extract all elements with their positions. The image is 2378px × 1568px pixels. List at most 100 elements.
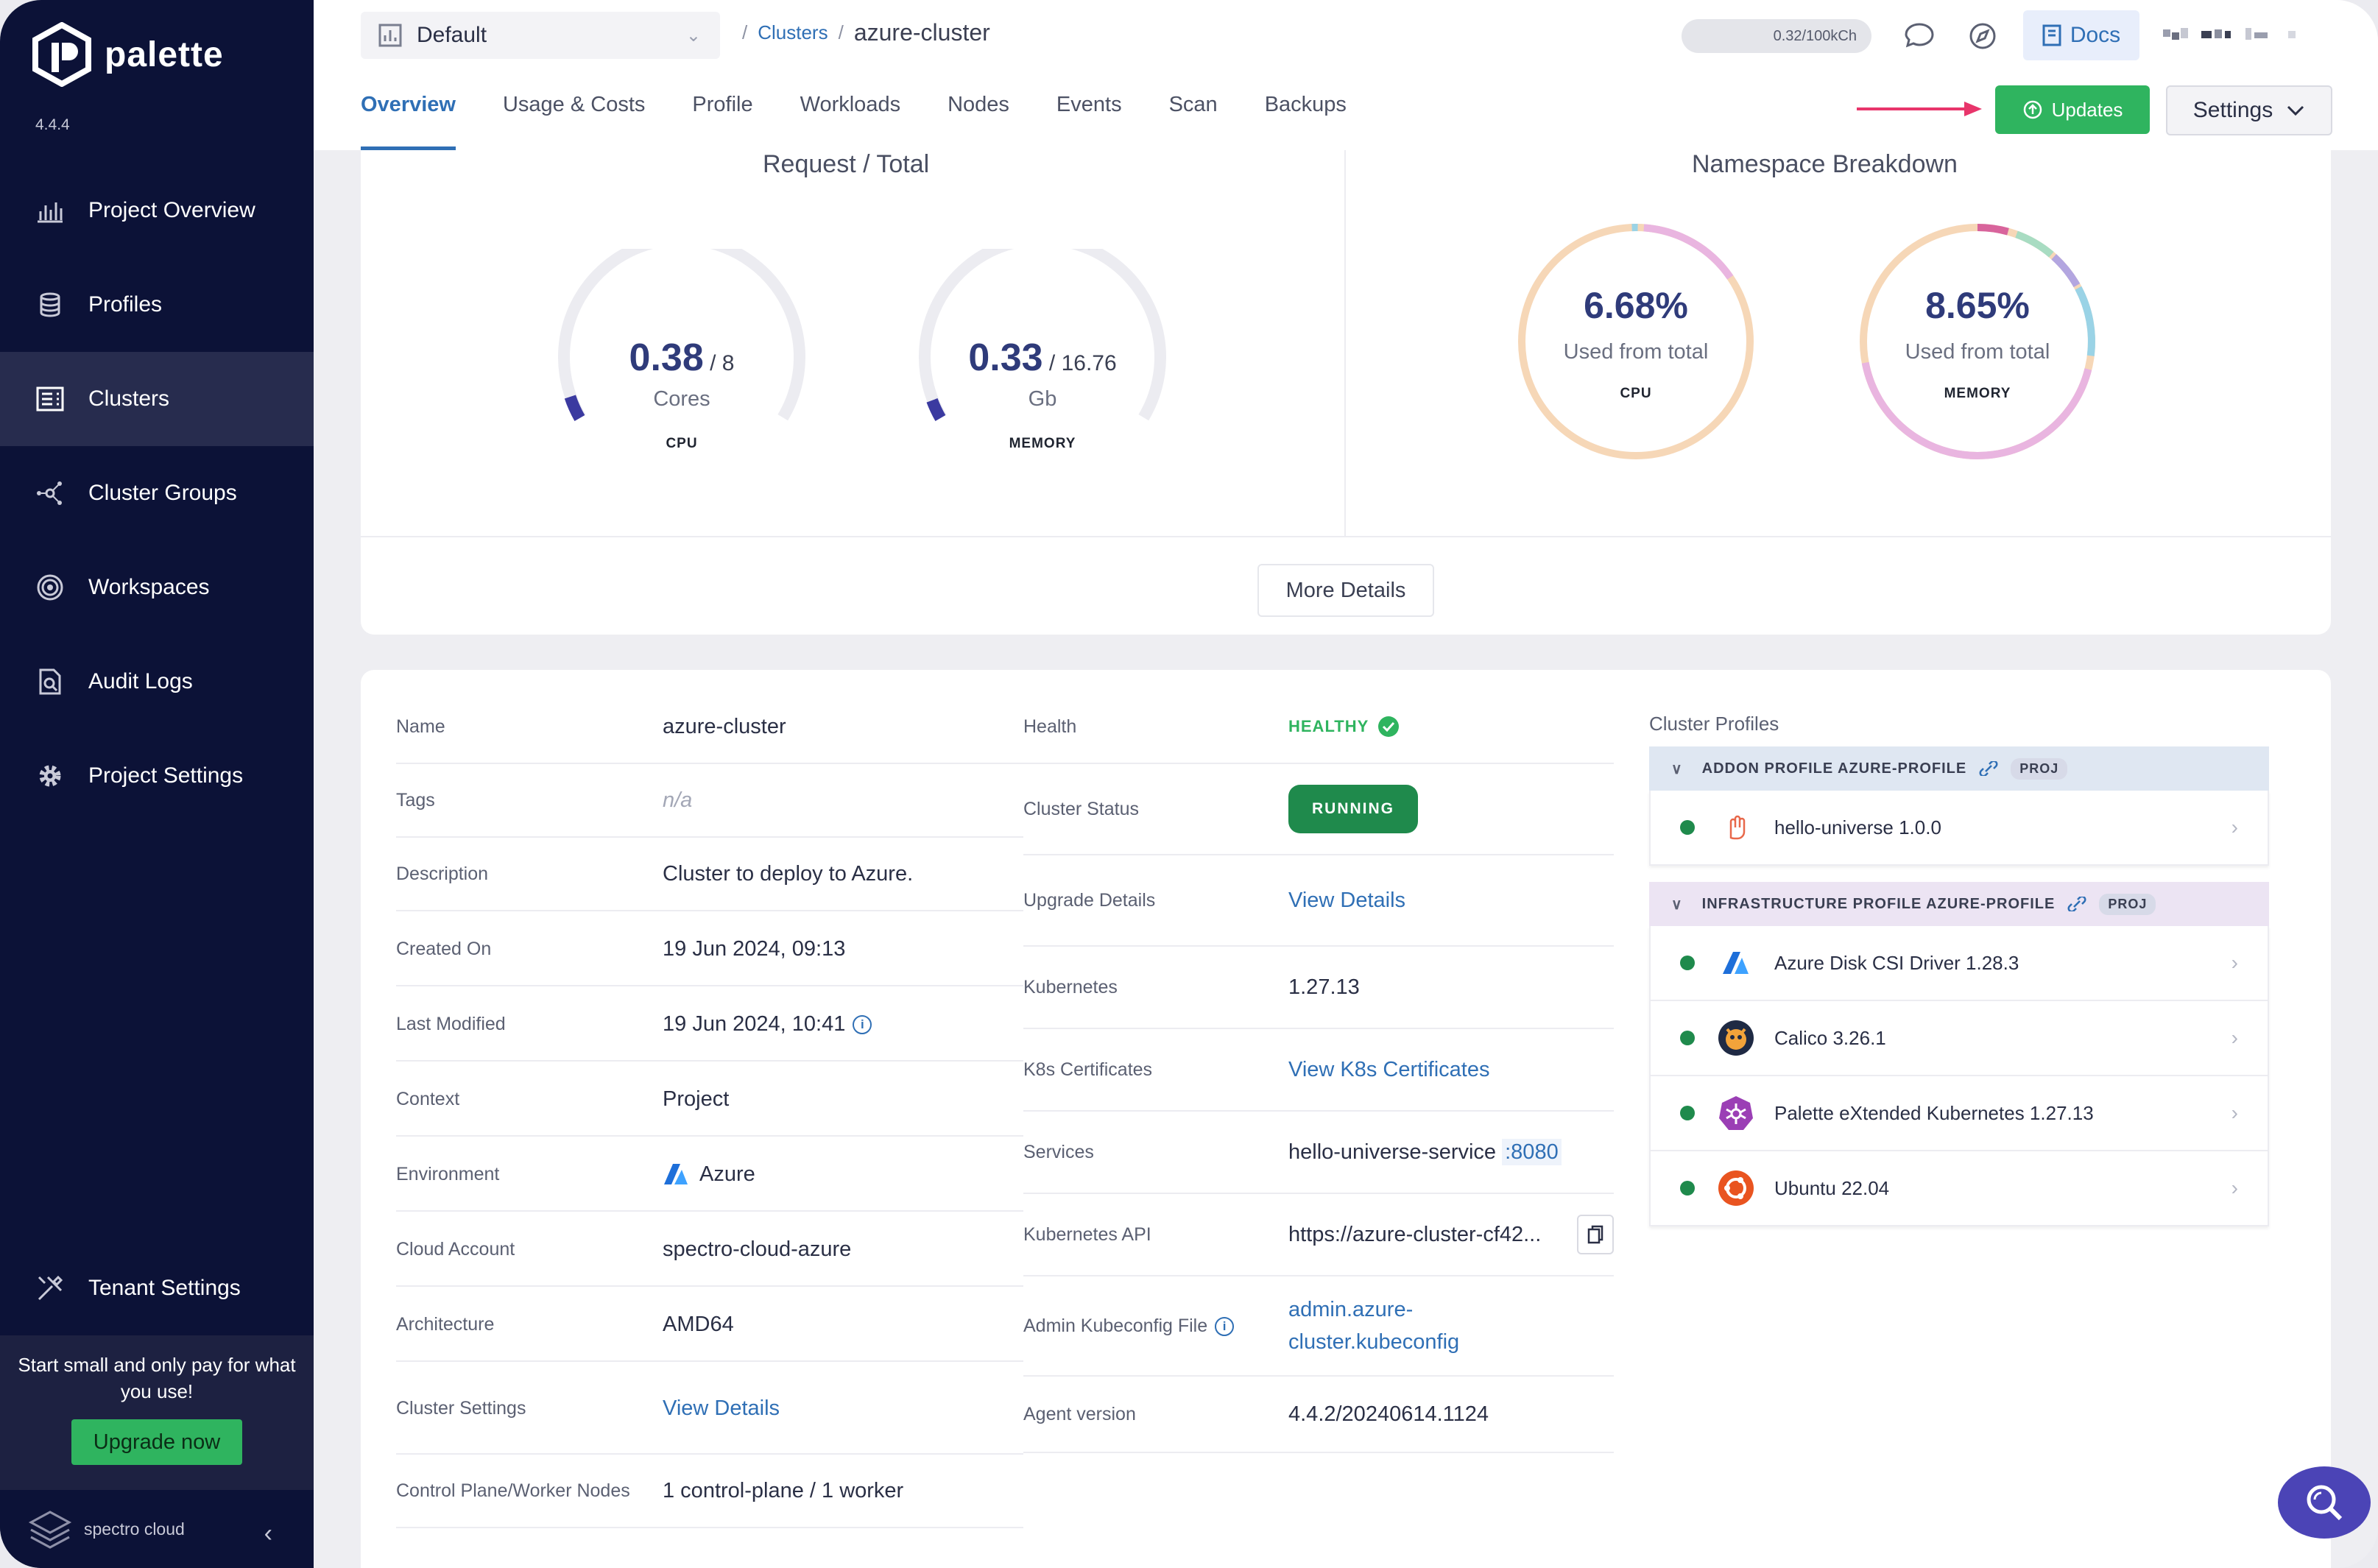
upgrade-details-link[interactable]: View Details xyxy=(1288,888,1406,912)
chat-icon[interactable] xyxy=(1902,18,1939,54)
breadcrumb-clusters-link[interactable]: Clusters xyxy=(758,21,828,43)
collapse-sidebar-icon[interactable]: ‹ xyxy=(264,1519,272,1547)
document-search-icon xyxy=(35,667,65,696)
pack-item[interactable]: Calico 3.26.1 › xyxy=(1649,1001,2269,1076)
pack-item[interactable]: Ubuntu 22.04 › xyxy=(1649,1151,2269,1226)
api-label: Kubernetes API xyxy=(1023,1223,1151,1245)
sidebar-item-workspaces[interactable]: Workspaces xyxy=(0,540,314,635)
sidebar-item-label: Clusters xyxy=(88,386,170,411)
chevron-down-icon: ⌄ xyxy=(685,26,701,46)
agent-label: Agent version xyxy=(1023,1403,1136,1424)
infra-profile-group: ∨ INFRASTRUCTURE PROFILE AZURE-PROFILE P… xyxy=(1649,882,2269,1226)
certs-link[interactable]: View K8s Certificates xyxy=(1288,1057,1490,1081)
context-value: Project xyxy=(663,1087,730,1111)
arch-label: Architecture xyxy=(396,1313,495,1335)
sidebar-item-project-overview[interactable]: Project Overview xyxy=(0,163,314,258)
user-avatar[interactable] xyxy=(2163,25,2340,43)
health-label: Health xyxy=(1023,716,1077,737)
sidebar-item-label: Workspaces xyxy=(88,575,210,599)
created-label: Created On xyxy=(396,938,492,959)
sidebar-item-tenant-settings[interactable]: Tenant Settings xyxy=(0,1241,314,1335)
prop-description: Description Cluster to deploy to Azure. xyxy=(396,838,1023,911)
namespace-cpu-sub: Used from total xyxy=(1563,340,1709,364)
sidebar-item-clusters[interactable]: Clusters xyxy=(0,352,314,446)
prop-architecture: Architecture AMD64 xyxy=(396,1288,1023,1362)
search-fab[interactable] xyxy=(2278,1466,2371,1539)
pack-item[interactable]: Azure Disk CSI Driver 1.28.3 › xyxy=(1649,926,2269,1001)
cpu-gauge-fill xyxy=(564,395,585,421)
sidebar-footer: spectro cloud ‹ xyxy=(0,1490,314,1568)
modified-value: 19 Jun 2024, 10:41 xyxy=(663,1011,846,1036)
sidebar: palette 4.4.4 Project Overview Profiles … xyxy=(0,0,314,1568)
prop-context: Context Project xyxy=(396,1063,1023,1137)
chart-icon xyxy=(35,196,65,225)
prop-kubernetes-api: Kubernetes API https://azure-cluster-cf4… xyxy=(1023,1194,1614,1276)
namespace-cpu-percent: 6.68% xyxy=(1584,285,1688,326)
tab-backups[interactable]: Backups xyxy=(1264,93,1347,116)
context-label: Context xyxy=(396,1088,460,1109)
pack-name: hello-universe 1.0.0 xyxy=(1774,816,1941,838)
spectro-cloud-logo-icon xyxy=(28,1511,72,1549)
sidebar-item-label: Project Overview xyxy=(88,198,255,222)
sidebar-item-cluster-groups[interactable]: Cluster Groups xyxy=(0,446,314,540)
settings-dropdown[interactable]: Settings xyxy=(2166,85,2332,135)
prop-health: Health HEALTHY xyxy=(1023,691,1614,764)
info-icon[interactable]: i xyxy=(853,1014,872,1034)
link-icon xyxy=(1979,761,1998,776)
chevron-right-icon: › xyxy=(2231,1026,2238,1049)
health-value: HEALTHY xyxy=(1288,717,1369,735)
docs-label: Docs xyxy=(2070,23,2121,47)
app-name: palette xyxy=(105,35,224,74)
more-details-button[interactable]: More Details xyxy=(1257,564,1434,617)
tab-profile[interactable]: Profile xyxy=(692,93,753,116)
tab-workloads[interactable]: Workloads xyxy=(800,93,901,116)
memory-gauge: 0.33 / 16.76 Gb MEMORY xyxy=(917,233,1168,462)
breadcrumb-separator: / xyxy=(838,21,844,43)
prop-created: Created On 19 Jun 2024, 09:13 xyxy=(396,913,1023,986)
account-label: Cloud Account xyxy=(396,1238,515,1260)
pack-item[interactable]: hello-universe 1.0.0 › xyxy=(1649,791,2269,866)
sidebar-item-audit-logs[interactable]: Audit Logs xyxy=(0,635,314,729)
k8s-value: 1.27.13 xyxy=(1288,975,1360,999)
prop-nodes: Control Plane/Worker Nodes 1 control-pla… xyxy=(396,1455,1023,1528)
copy-icon[interactable] xyxy=(1577,1215,1614,1254)
project-chart-icon xyxy=(378,24,402,47)
sidebar-item-profiles[interactable]: Profiles xyxy=(0,258,314,352)
ubuntu-icon xyxy=(1717,1169,1755,1207)
addon-profile-header[interactable]: ∨ ADDON PROFILE AZURE-PROFILE PROJ xyxy=(1649,746,2269,791)
compass-icon[interactable] xyxy=(1964,18,2001,54)
credits-usage: 0.32/100kCh xyxy=(1682,19,1871,53)
pack-item[interactable]: Palette eXtended Kubernetes 1.27.13 › xyxy=(1649,1076,2269,1151)
infra-profile-header[interactable]: ∨ INFRASTRUCTURE PROFILE AZURE-PROFILE P… xyxy=(1649,882,2269,926)
upgrade-button[interactable]: Upgrade now xyxy=(71,1419,242,1465)
kubeconfig-link-line1: admin.azure- xyxy=(1288,1298,1414,1321)
sidebar-item-project-settings[interactable]: Project Settings xyxy=(0,729,314,823)
azure-icon xyxy=(664,1164,688,1184)
tab-scan[interactable]: Scan xyxy=(1168,93,1218,116)
arch-value: AMD64 xyxy=(663,1312,734,1336)
services-label: Services xyxy=(1023,1141,1094,1162)
cpu-value: 0.38 / 8 xyxy=(557,336,807,380)
tab-events[interactable]: Events xyxy=(1056,93,1122,116)
proj-badge: PROJ xyxy=(2011,757,2068,780)
tab-usage-costs[interactable]: Usage & Costs xyxy=(502,93,646,116)
description-label: Description xyxy=(396,863,489,884)
tab-overview[interactable]: Overview xyxy=(361,93,456,150)
nodes-value: 1 control-plane / 1 worker xyxy=(663,1478,904,1502)
tab-nodes[interactable]: Nodes xyxy=(948,93,1009,116)
environment-label: Environment xyxy=(396,1163,500,1184)
project-selector[interactable]: Default ⌄ xyxy=(361,12,720,59)
agent-value: 4.4.2/20240614.1124 xyxy=(1288,1402,1489,1426)
tools-icon xyxy=(35,1274,65,1303)
info-icon[interactable]: i xyxy=(1215,1316,1235,1336)
description-value: Cluster to deploy to Azure. xyxy=(663,861,914,886)
services-port-link[interactable]: :8080 xyxy=(1502,1138,1562,1165)
pack-name: Ubuntu 22.04 xyxy=(1774,1176,1890,1199)
kubeconfig-link[interactable]: admin.azure-cluster.kubeconfig xyxy=(1288,1293,1459,1358)
docs-button[interactable]: Docs xyxy=(2023,10,2139,60)
memory-label: MEMORY xyxy=(1009,436,1076,451)
cluster-settings-link[interactable]: View Details xyxy=(663,1396,780,1420)
kubernetes-icon xyxy=(1717,1094,1755,1132)
updates-button[interactable]: Updates xyxy=(1995,85,2150,134)
logo[interactable]: palette xyxy=(32,22,224,87)
